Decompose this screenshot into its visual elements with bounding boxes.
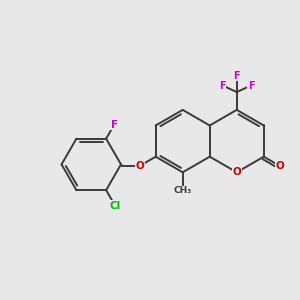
Text: F: F [248,80,254,91]
Text: CH₃: CH₃ [174,186,192,195]
Text: O: O [135,161,144,171]
Text: O: O [232,167,241,177]
Text: F: F [219,80,226,91]
Text: F: F [233,71,240,81]
Text: O: O [275,161,284,171]
Text: Cl: Cl [110,201,121,211]
Text: F: F [111,119,118,130]
